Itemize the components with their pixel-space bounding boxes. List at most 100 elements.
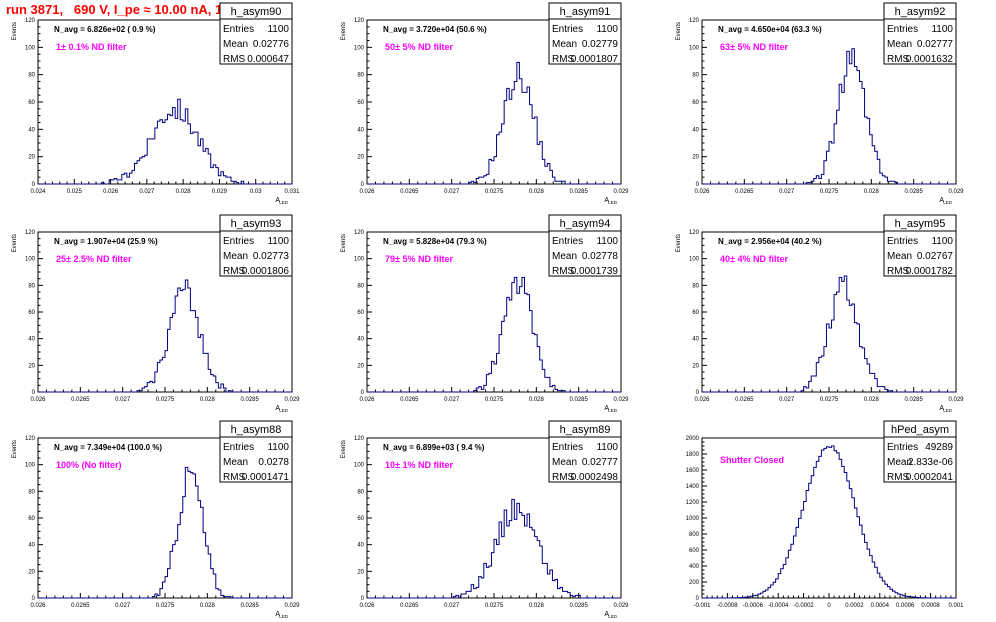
stats-value: 0.0001739 — [571, 266, 619, 277]
y-tick-label: 0 — [696, 390, 700, 396]
stats-value: 0.02777 — [917, 39, 954, 50]
x-axis-title-subscript: LED — [608, 200, 618, 205]
x-tick-label: 0.028 — [200, 397, 216, 403]
x-tick-label: 0.0275 — [156, 603, 175, 609]
x-axis-title: A — [939, 197, 944, 204]
histogram-line — [367, 498, 621, 599]
histogram-panel: 0.026 0.0265 0.027 0.0275 0.028 0.0285 0.029 0 2… — [341, 420, 629, 619]
stats-value: 0.0278 — [258, 457, 289, 468]
y-tick-label: 800 — [689, 532, 700, 538]
filter-label: 100% (No filter) — [56, 460, 122, 470]
y-tick-label: 0 — [361, 596, 365, 602]
x-tick-label: 0.0008 — [921, 603, 940, 609]
x-tick-label: 0.0265 — [400, 603, 419, 609]
y-axis-title: Events — [341, 22, 347, 40]
y-tick-label: 100 — [689, 45, 700, 51]
y-tick-label: 0 — [361, 390, 365, 396]
histogram-name: h_asym95 — [895, 218, 946, 230]
stats-label: Mean — [887, 39, 912, 50]
y-tick-label: 60 — [28, 100, 35, 106]
x-tick-label: 0.028 — [529, 397, 545, 403]
stats-value: 49289 — [925, 442, 953, 453]
histogram-line — [38, 466, 292, 599]
histogram-panel: 0.026 0.0265 0.027 0.0275 0.028 0.0285 0.029 0 2… — [12, 420, 300, 619]
stats-box — [219, 436, 293, 483]
y-tick-label: 120 — [25, 230, 36, 236]
x-tick-label: 0.026 — [359, 603, 375, 609]
stats-value: 1100 — [931, 24, 953, 35]
stats-label: Mean — [887, 251, 912, 262]
x-tick-label: 0.026 — [30, 397, 46, 403]
y-tick-label: 40 — [692, 337, 699, 343]
y-tick-label: 80 — [692, 283, 699, 289]
n-avg-label: N_avg = 7.349e+04 (100.0 %) — [54, 443, 162, 452]
stats-label: Mean — [552, 251, 577, 262]
stats-value: 0.02767 — [917, 251, 954, 262]
x-tick-label: -0.0004 — [768, 603, 789, 609]
y-tick-label: 60 — [692, 100, 699, 106]
x-axis-title: A — [275, 611, 280, 618]
x-axis-title: A — [604, 611, 609, 618]
stats-value: 0.0001471 — [242, 472, 290, 483]
stats-label: Entries — [552, 24, 583, 35]
y-axis-title: Events — [12, 440, 18, 458]
y-tick-label: 20 — [692, 363, 699, 369]
x-tick-label: 0.028 — [176, 189, 192, 195]
y-tick-label: 400 — [689, 564, 700, 570]
y-axis-title: Events — [676, 234, 682, 252]
x-tick-label: 0.026 — [359, 189, 375, 195]
x-tick-label: 0.029 — [948, 397, 964, 403]
stats-box — [548, 18, 622, 65]
histogram-name: hPed_asym — [891, 424, 949, 436]
histogram-name: h_asym92 — [895, 6, 946, 18]
y-tick-label: 80 — [357, 283, 364, 289]
y-tick-label: 80 — [28, 489, 35, 495]
stats-value: 0.02779 — [582, 39, 619, 50]
x-tick-label: 0.0285 — [904, 189, 923, 195]
x-axis-title: A — [604, 405, 609, 412]
stats-label: RMS — [887, 472, 910, 483]
stats-label: Mean — [552, 457, 577, 468]
y-tick-label: 0 — [32, 390, 36, 396]
x-tick-label: 0.0265 — [735, 397, 754, 403]
y-tick-label: 40 — [357, 337, 364, 343]
x-tick-label: 0.025 — [67, 189, 83, 195]
x-tick-label: 0.0275 — [485, 189, 504, 195]
histogram-panel: 0.026 0.0265 0.027 0.0275 0.028 0.0285 0.029 0 2… — [676, 214, 964, 413]
x-tick-label: 0.031 — [284, 189, 300, 195]
y-tick-label: 80 — [28, 73, 35, 79]
stats-value: 1100 — [267, 442, 289, 453]
y-tick-label: 20 — [28, 569, 35, 575]
histogram-name: h_asym93 — [231, 218, 282, 230]
stats-label: RMS — [552, 266, 575, 277]
y-tick-label: 1400 — [686, 484, 700, 490]
stats-label: Mean — [887, 457, 912, 468]
stats-label: Entries — [223, 442, 254, 453]
x-tick-label: 0.03 — [250, 189, 262, 195]
n-avg-label: N_avg = 6.899e+03 ( 9.4 %) — [383, 443, 485, 452]
x-tick-label: 0.0275 — [485, 397, 504, 403]
stats-value: 0.0001806 — [242, 266, 290, 277]
x-tick-label: 0.029 — [284, 397, 300, 403]
filter-label: 1± 0.1% ND filter — [56, 42, 127, 52]
y-tick-label: 1200 — [686, 500, 700, 506]
y-tick-label: 0 — [32, 182, 36, 188]
histogram-name: h_asym90 — [231, 6, 282, 18]
filter-label: Shutter Closed — [720, 455, 784, 465]
y-tick-label: 20 — [357, 363, 364, 369]
histogram-panel: 0.026 0.0265 0.027 0.0275 0.028 0.0285 0.029 0 2… — [341, 2, 629, 205]
stats-label: Entries — [887, 236, 918, 247]
y-axis-title: Events — [676, 22, 682, 40]
histogram-panel: -0.001 -0.0008 -0.0006 -0.0004 -0.0002 0 0.000… — [686, 420, 964, 609]
stats-label: RMS — [223, 472, 246, 483]
stats-label: RMS — [887, 54, 910, 65]
y-tick-label: 100 — [354, 45, 365, 51]
n-avg-label: N_avg = 1.907e+04 (25.9 %) — [54, 237, 158, 246]
histogram-line — [38, 279, 292, 393]
y-tick-label: 40 — [28, 337, 35, 343]
x-axis-title: A — [275, 405, 280, 412]
stats-value: 2.833e-06 — [908, 457, 953, 468]
x-tick-label: 0.027 — [139, 189, 155, 195]
y-tick-label: 120 — [689, 18, 700, 24]
y-axis-title: Events — [341, 440, 347, 458]
